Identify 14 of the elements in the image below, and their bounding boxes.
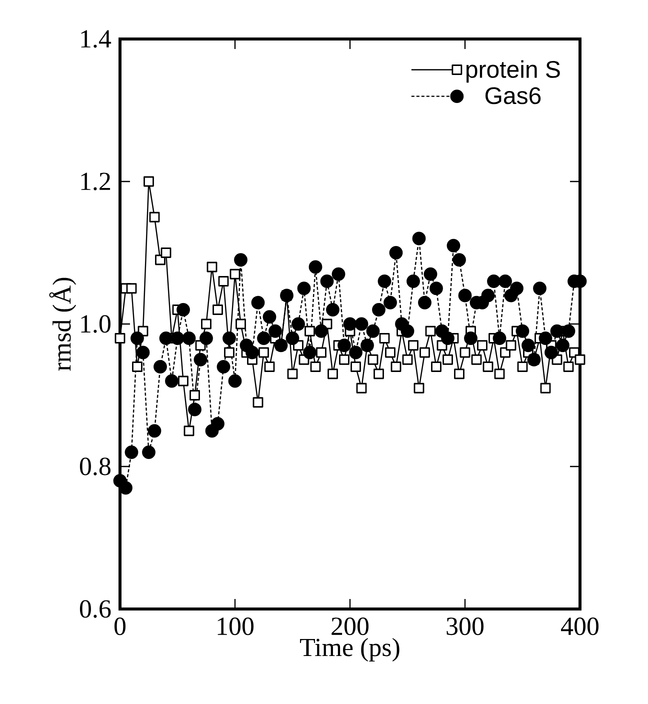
x-tick-label: 200 <box>332 618 369 636</box>
y-tick-label: 1.2 <box>81 172 110 190</box>
y-tick-label: 0.8 <box>80 458 110 476</box>
x-tick-label: 400 <box>561 618 599 636</box>
x-tick-label: 100 <box>218 618 254 636</box>
y-tick-label: 1.0 <box>81 315 110 333</box>
x-tick-label: 300 <box>446 618 484 636</box>
x-axis-title: Time (ps) <box>300 638 400 662</box>
y-axis-title: rmsd (Å) <box>49 278 76 371</box>
x-tick-label: 0 <box>114 618 126 636</box>
legend-label: protein S <box>466 60 560 83</box>
y-tick-label: 1.4 <box>81 30 112 48</box>
legend-label: Gas6 <box>485 87 541 104</box>
y-tick-label: 0.6 <box>80 600 111 618</box>
